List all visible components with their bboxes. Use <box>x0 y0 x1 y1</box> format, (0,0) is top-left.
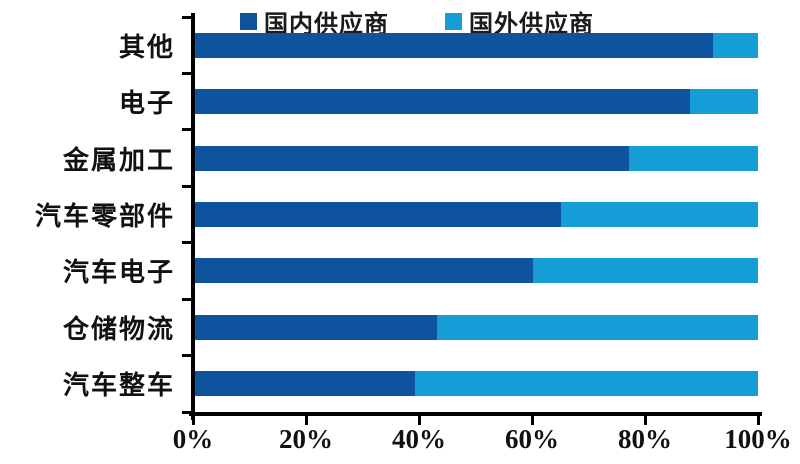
bar-segment-foreign <box>414 371 758 397</box>
legend-swatch-domestic-icon <box>240 13 257 30</box>
x-axis-tick-label: 20% <box>279 424 333 454</box>
category-label: 金属加工 <box>62 145 175 175</box>
x-axis-tick <box>756 416 760 425</box>
bar-segment-foreign <box>628 145 758 171</box>
bar-segment-foreign <box>712 32 758 58</box>
bar-row <box>195 258 758 284</box>
category-label: 其他 <box>118 32 175 62</box>
legend-swatch-foreign-icon <box>445 13 462 30</box>
bar-segment-foreign <box>437 314 758 340</box>
y-axis-tick <box>182 128 191 132</box>
y-axis-tick <box>182 297 191 301</box>
bar-segment-foreign <box>560 202 758 227</box>
category-label: 仓储物流 <box>62 314 175 344</box>
bar-segment-domestic <box>195 89 691 115</box>
x-axis-tick <box>304 416 308 425</box>
x-axis-tick-label: 80% <box>618 424 672 454</box>
bar-segment-foreign <box>690 89 758 115</box>
bar-row <box>195 371 758 397</box>
bar-segment-domestic <box>195 258 533 284</box>
bar-segment-foreign <box>532 258 758 284</box>
category-label: 汽车整车 <box>62 371 175 401</box>
y-axis-tick <box>182 15 191 19</box>
bar-row <box>195 89 758 115</box>
bar-segment-domestic <box>195 145 629 171</box>
bar-row <box>195 202 758 227</box>
x-axis-tick-label: 40% <box>392 424 446 454</box>
x-axis-tick <box>417 416 421 425</box>
x-axis-tick <box>530 416 534 425</box>
category-label: 汽车电子 <box>62 258 175 288</box>
y-axis-line <box>191 13 195 420</box>
x-axis-tick <box>191 416 195 425</box>
category-label: 电子 <box>118 89 175 119</box>
bar-row <box>195 32 758 58</box>
bar-row <box>195 145 758 171</box>
x-axis-tick-label: 60% <box>505 424 559 454</box>
category-label: 汽车零部件 <box>34 201 175 231</box>
y-axis-tick <box>182 241 191 245</box>
bar-segment-domestic <box>195 202 561 227</box>
x-axis-tick-label: 100% <box>724 424 792 454</box>
x-axis-tick <box>643 416 647 425</box>
bar-segment-domestic <box>195 314 438 340</box>
y-axis-tick <box>182 410 191 414</box>
x-axis-tick-label: 0% <box>172 424 214 454</box>
y-axis-tick <box>182 184 191 188</box>
y-axis-tick <box>182 71 191 75</box>
bar-segment-domestic <box>195 371 415 397</box>
y-axis-tick <box>182 354 191 358</box>
x-axis-line <box>189 412 762 416</box>
bar-row <box>195 314 758 340</box>
bar-segment-domestic <box>195 32 713 58</box>
